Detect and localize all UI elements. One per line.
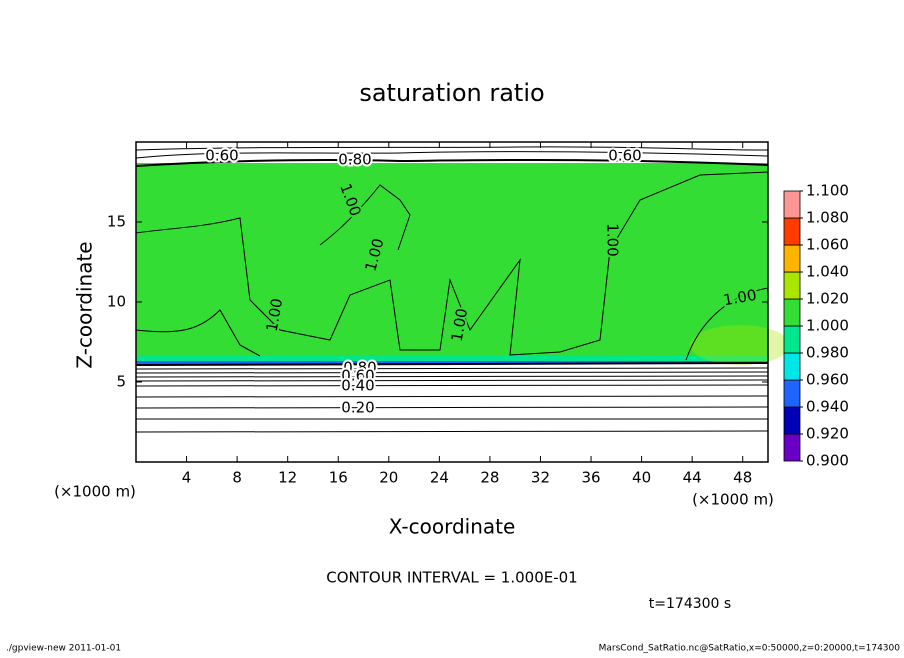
colorbar-label: 0.960: [806, 371, 849, 389]
x-tick-label: 24: [430, 469, 449, 487]
y-axis-label: Z-coordinate: [73, 241, 97, 368]
colorbar-label: 1.000: [806, 317, 849, 335]
x-tick-label: 4: [182, 469, 192, 487]
fill-region: [136, 163, 768, 363]
colorbar-label: 1.060: [806, 236, 849, 254]
x-tick-label: 28: [480, 469, 499, 487]
chart-title: saturation ratio: [359, 79, 544, 107]
field: [136, 163, 790, 365]
colorbar-label: 0.920: [806, 425, 849, 443]
x-tick-label: 44: [683, 469, 702, 487]
overlay: 0.60 0.80 0.601.001.001.00 1.001.001.000.80…: [135, 141, 769, 463]
colorbar-label: 1.080: [806, 209, 849, 227]
colorbar-swatch: [783, 298, 801, 327]
colorbar-label: 1.020: [806, 290, 849, 308]
x-axis-label: X-coordinate: [389, 515, 516, 539]
colorbar-swatch: [783, 406, 801, 435]
y-unit: (×1000 m): [54, 483, 136, 501]
x-tick-label: 16: [329, 469, 348, 487]
contour-label: 0.80: [343, 359, 376, 377]
x-tick-label: 12: [278, 469, 297, 487]
fill-blob: [690, 325, 790, 365]
x-unit: (×1000 m): [692, 491, 774, 509]
contour-label: 0.80: [338, 151, 371, 169]
x-tick-label: 40: [632, 469, 651, 487]
colorbar-swatch: [783, 190, 801, 219]
fill-edge: [136, 356, 768, 361]
fill-edge: [136, 361, 768, 364]
colorbar-swatch: [783, 244, 801, 273]
contour-label: 0.40: [341, 377, 374, 395]
x-tick-label: 36: [581, 469, 600, 487]
colorbar-label: 0.980: [806, 344, 849, 362]
contour-lines: [135, 146, 769, 433]
contour-label: 0.60: [205, 147, 238, 165]
x-tick-label: 8: [232, 469, 242, 487]
contour-label: 0.60: [608, 147, 641, 165]
x-tick-label: 20: [379, 469, 398, 487]
contour-label: 1.00: [604, 223, 622, 256]
colorbar-label: 1.100: [806, 182, 849, 200]
colorbar-label: 0.900: [806, 452, 849, 470]
contour-label: 0.20: [341, 399, 374, 417]
colorbar-swatch: [783, 379, 801, 408]
footer-right: MarsCond_SatRatio.nc@SatRatio,x=0:50000,…: [599, 644, 901, 654]
colorbar-swatch: [783, 325, 801, 354]
colorbar-swatch: [783, 352, 801, 381]
footer-left: ./gpview-new 2011-01-01: [6, 644, 121, 654]
colorbar-label: 1.040: [806, 263, 849, 281]
contour-interval: CONTOUR INTERVAL = 1.000E-01: [326, 569, 577, 587]
y-tick-label: 15: [107, 213, 126, 231]
colorbar-swatch: [783, 433, 801, 462]
y-tick-label: 5: [116, 373, 126, 391]
x-tick-label: 32: [531, 469, 550, 487]
x-tick-label: 48: [733, 469, 752, 487]
time-label: t=174300 s: [649, 596, 731, 612]
colorbar-swatch: [783, 271, 801, 300]
y-tick-label: 10: [107, 293, 126, 311]
colorbar-label: 0.940: [806, 398, 849, 416]
contour-label: 0.60: [341, 367, 374, 385]
colorbar-swatch: [783, 217, 801, 246]
